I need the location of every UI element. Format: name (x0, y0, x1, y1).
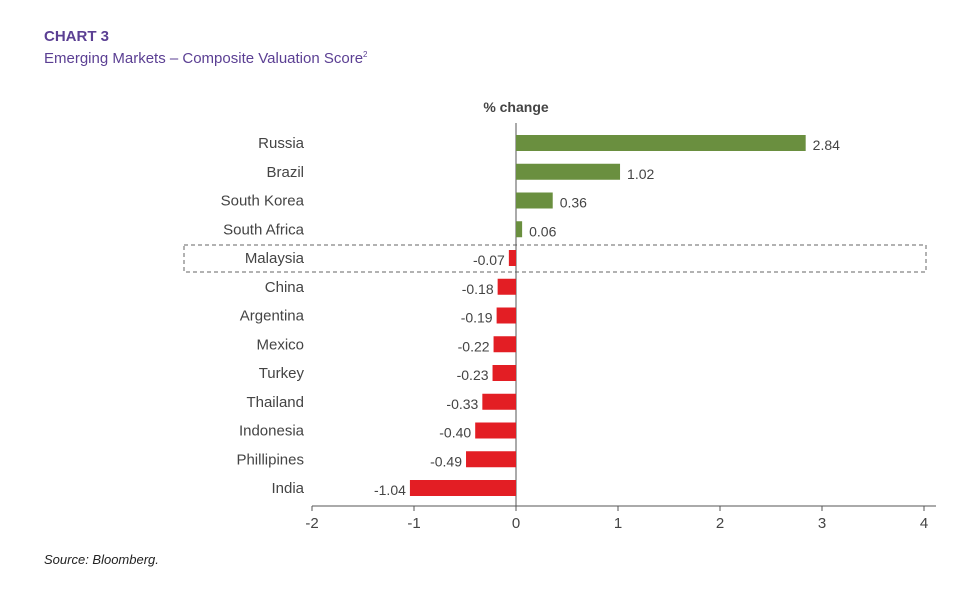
value-label: -0.19 (461, 310, 493, 326)
value-label: -0.23 (457, 367, 489, 383)
x-tick-label: 3 (818, 515, 826, 532)
bar (475, 422, 516, 439)
category-label: Brazil (266, 164, 304, 181)
value-label: -0.40 (439, 425, 471, 441)
category-label: Phillipines (236, 451, 304, 468)
category-label: Argentina (240, 308, 305, 325)
category-label: South Korea (221, 193, 305, 210)
bar (516, 221, 523, 238)
category-label: Thailand (246, 394, 304, 411)
x-tick-label: 1 (614, 515, 622, 532)
bar (516, 163, 621, 180)
category-label: India (271, 480, 304, 497)
category-label: Malaysia (245, 250, 305, 267)
category-label: Indonesia (239, 423, 305, 440)
x-tick-label: -1 (407, 515, 420, 532)
bar (496, 307, 516, 324)
bar (409, 480, 516, 496)
source-note: Source: Bloomberg. (44, 552, 159, 567)
value-label: 2.84 (813, 137, 840, 153)
bar (492, 365, 516, 381)
value-label: -1.04 (374, 482, 406, 498)
chart-title-text: Emerging Markets – Composite Valuation S… (44, 50, 364, 67)
x-tick-label: -2 (305, 515, 318, 532)
value-label: -0.49 (430, 453, 462, 469)
chart-title: Emerging Markets – Composite Valuation S… (44, 50, 368, 67)
bar (516, 192, 553, 209)
bar (482, 393, 516, 410)
value-label: 0.06 (529, 223, 556, 239)
bar (493, 336, 516, 353)
category-label: Mexico (256, 336, 304, 353)
bar (516, 135, 806, 151)
value-label: -0.18 (462, 281, 494, 297)
axis-title: % change (483, 99, 549, 115)
x-tick-label: 4 (920, 515, 928, 532)
chart-number: CHART 3 (44, 28, 110, 45)
value-label: 0.36 (560, 195, 587, 211)
x-tick-label: 0 (512, 515, 520, 532)
footnote-marker: 2 (363, 50, 368, 59)
value-label: -0.33 (446, 396, 478, 412)
value-label: -0.22 (458, 338, 490, 354)
bar (466, 451, 516, 468)
bar (497, 278, 516, 295)
bar (508, 250, 516, 266)
category-label: Turkey (259, 365, 305, 382)
value-label: 1.02 (627, 166, 654, 182)
value-label: -0.07 (473, 252, 505, 268)
category-label: South Africa (223, 221, 305, 238)
highlight-box (183, 244, 927, 273)
category-label: Russia (258, 135, 305, 152)
x-tick-label: 2 (716, 515, 724, 532)
category-label: China (265, 279, 305, 296)
